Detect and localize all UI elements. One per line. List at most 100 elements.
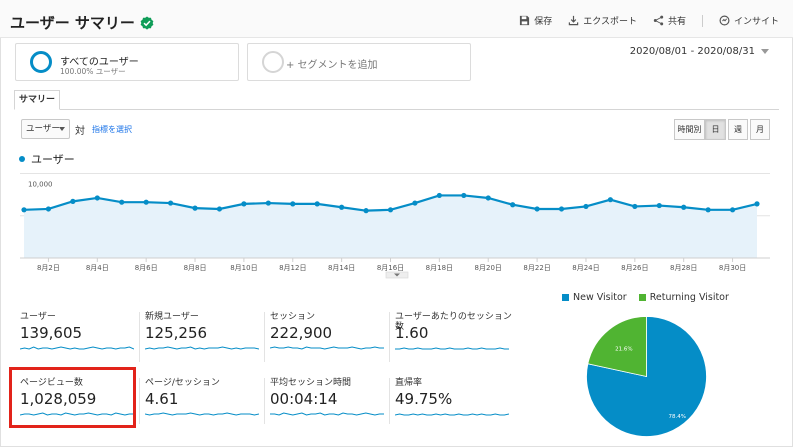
insight-icon [719, 15, 730, 26]
data-point[interactable] [485, 195, 491, 201]
metric-label: ページ/セッション [145, 378, 220, 388]
y-tick-label: 10,000 [28, 180, 53, 188]
pie-slice-label: 21.6% [615, 346, 632, 352]
data-point[interactable] [387, 207, 394, 213]
users-line-chart: 10,0005,0008月2日8月4日8月6日8月8日8月10日8月12日8月1… [20, 165, 770, 279]
metric-value: 1,028,059 [20, 390, 97, 408]
legend-new-visitor[interactable]: New Visitor [562, 292, 627, 303]
add-segment-label: + セグメントを追加 [286, 60, 378, 71]
sparkline-path [270, 412, 384, 416]
data-point[interactable] [290, 201, 296, 207]
metric-tile[interactable]: 直帰率 49.75% [395, 378, 517, 434]
sparkline-path [395, 413, 509, 416]
metric-tile[interactable]: 新規ユーザー 125,256 [145, 312, 267, 368]
data-point[interactable] [461, 192, 467, 199]
data-point[interactable] [192, 205, 198, 211]
data-point[interactable] [510, 202, 516, 208]
save-button[interactable]: 保存 [519, 14, 552, 27]
chevron-down-icon [59, 127, 65, 131]
x-tick-label: 8月22日 [523, 264, 550, 272]
share-button[interactable]: 共有 [653, 14, 686, 27]
metric-value: 1.60 [395, 324, 429, 342]
metric-select[interactable]: ユーザー [21, 119, 70, 139]
data-point[interactable] [729, 207, 736, 213]
metric-tile[interactable]: ユーザーあたりのセッション数 1.60 [395, 312, 517, 368]
metric-value: 4.61 [145, 390, 179, 408]
data-point[interactable] [632, 203, 638, 210]
data-point[interactable] [339, 204, 345, 210]
data-point[interactable] [143, 199, 149, 205]
metric-label: ユーザーあたりのセッション数 [395, 312, 512, 332]
metric-label: セッション [270, 312, 316, 322]
data-point[interactable] [681, 204, 687, 210]
pie-slice-label: 78.4% [668, 414, 685, 420]
granularity-month-button[interactable]: 月 [750, 119, 770, 140]
data-point[interactable] [705, 207, 711, 213]
pie-slice[interactable] [587, 316, 647, 377]
data-point[interactable] [363, 208, 369, 214]
x-tick-label: 8月14日 [328, 264, 355, 272]
metric-tile[interactable]: ページビュー数 1,028,059 [20, 378, 142, 434]
data-point[interactable] [265, 200, 271, 206]
verified-check-icon [140, 15, 154, 30]
export-button[interactable]: エクスポート [568, 14, 637, 27]
metric-label: ページビュー数 [20, 378, 83, 388]
data-point[interactable] [534, 206, 540, 212]
data-point[interactable] [216, 206, 223, 212]
legend-swatch [562, 294, 569, 301]
sparkline-path [395, 347, 509, 350]
tile-divider [264, 378, 265, 424]
segment-ring-icon [30, 51, 52, 73]
segment-all-users[interactable]: すべてのユーザー 100.00% ユーザー [15, 43, 239, 81]
pie-slice[interactable] [586, 316, 707, 437]
pageviews-highlight-box [9, 367, 136, 428]
data-point[interactable] [241, 201, 247, 207]
metric-value: 222,900 [270, 324, 333, 342]
data-point[interactable] [21, 207, 27, 213]
export-icon [569, 15, 579, 26]
pie-legend: New Visitor Returning Visitor [562, 292, 729, 303]
data-point[interactable] [168, 200, 174, 206]
data-point[interactable] [412, 200, 418, 206]
sparkline-path [20, 412, 134, 416]
x-tick-label: 8月2日 [37, 264, 60, 272]
chevron-down-icon [394, 273, 400, 277]
sparkline [145, 346, 259, 350]
data-point[interactable] [70, 198, 76, 204]
metric-value: 00:04:14 [270, 390, 338, 408]
data-point[interactable] [45, 206, 52, 212]
data-point[interactable] [94, 195, 100, 201]
sparkline [270, 412, 384, 416]
granularity-hourly-button[interactable]: 時間別 [674, 119, 705, 140]
sparkline-path [20, 346, 134, 350]
data-point[interactable] [558, 206, 565, 212]
metric-label: ユーザー [20, 312, 56, 322]
insight-button[interactable]: インサイト [719, 14, 779, 27]
pick-metric-link[interactable]: 指標を選択 [92, 125, 132, 134]
x-tick-label: 8月28日 [670, 264, 697, 272]
data-point[interactable] [754, 201, 760, 207]
share-icon [653, 15, 664, 26]
data-point[interactable] [656, 202, 662, 209]
data-point[interactable] [583, 203, 589, 210]
granularity-day-button[interactable]: 日 [705, 119, 726, 140]
add-segment-button[interactable]: + セグメントを追加 [247, 43, 471, 81]
data-point[interactable] [119, 199, 125, 205]
legend-returning-visitor[interactable]: Returning Visitor [638, 292, 729, 303]
metric-label: 新規ユーザー [145, 312, 199, 322]
chevron-down-icon [761, 49, 769, 54]
data-point[interactable] [607, 197, 614, 203]
tab-summary[interactable]: サマリー [14, 90, 60, 110]
metric-tile[interactable]: ユーザー 139,605 [20, 312, 142, 368]
tile-divider [139, 378, 140, 424]
metric-tile[interactable]: 平均セッション時間 00:04:14 [270, 378, 392, 434]
metric-tile[interactable]: ページ/セッション 4.61 [145, 378, 267, 434]
header-actions: 保存 エクスポート 共有 インサイト [519, 14, 779, 27]
granularity-week-button[interactable]: 週 [728, 119, 748, 140]
metric-tile[interactable]: セッション 222,900 [270, 312, 392, 368]
tile-divider [139, 312, 140, 362]
metric-label: 直帰率 [395, 378, 423, 388]
data-point[interactable] [436, 192, 442, 199]
data-point[interactable] [314, 201, 320, 207]
date-range-picker[interactable]: 2020/08/01 - 2020/08/31 [630, 46, 769, 57]
